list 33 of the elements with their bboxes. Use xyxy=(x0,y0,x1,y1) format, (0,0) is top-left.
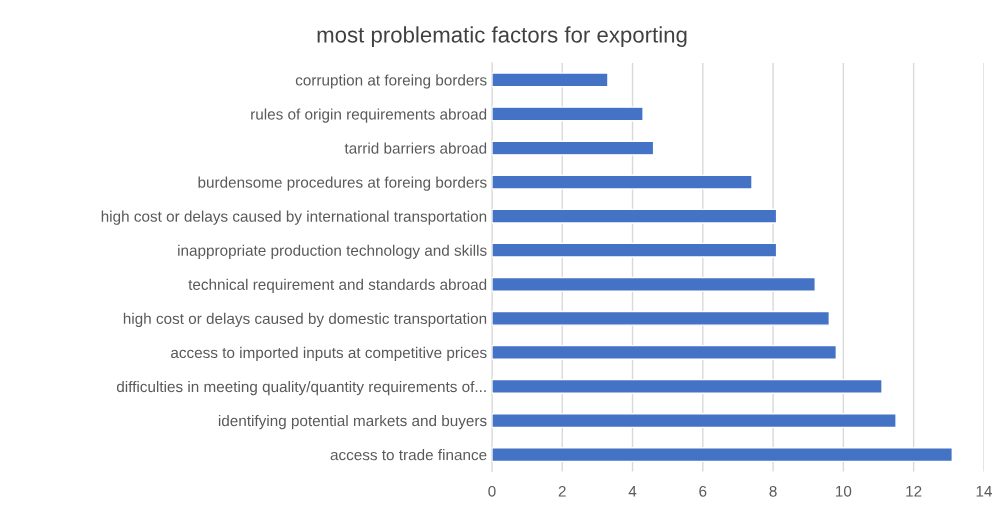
x-tick-label: 12 xyxy=(906,485,922,497)
x-tick-label: 4 xyxy=(628,486,637,497)
bar xyxy=(491,378,883,394)
y-tick-label: tarrid barriers abroad xyxy=(344,142,487,154)
bar xyxy=(491,276,816,292)
y-tick-label: identifying potential markets and buyers xyxy=(218,414,487,430)
y-tick-label: access to imported inputs at competitive prices xyxy=(171,346,487,362)
x-tick-label: 14 xyxy=(976,486,992,497)
x-tick-label: 2 xyxy=(558,485,566,497)
y-tick-label: corruption at foreing borders xyxy=(295,74,487,89)
bar xyxy=(491,447,953,463)
y-tick-label: inappropriate production technology and skills xyxy=(178,244,487,259)
x-tick-label: 8 xyxy=(769,485,777,497)
y-tick-label: rules of origin requirements abroad xyxy=(251,108,487,123)
bar xyxy=(491,106,644,122)
bar xyxy=(491,208,778,224)
bar xyxy=(491,344,838,360)
bar xyxy=(491,72,609,88)
bar xyxy=(491,310,830,326)
bar xyxy=(491,140,655,156)
y-tick-label: technical requirement and standards abroad xyxy=(188,278,487,293)
y-tick-label: difficulties in meeting quality/quantity requirements of... xyxy=(116,380,486,396)
chart-title: most problematic factors for exporting xyxy=(317,26,687,48)
bar xyxy=(491,242,778,258)
y-tick-label: high cost or delays caused by domestic transportation xyxy=(123,312,487,328)
bar xyxy=(491,174,753,190)
y-tick-label: high cost or delays caused by international transportation xyxy=(101,210,487,225)
x-tick-label: 0 xyxy=(488,485,496,497)
x-tick-label: 10 xyxy=(836,485,852,497)
y-tick-label: access to trade finance xyxy=(330,449,487,461)
y-tick-label: burdensome procedures at foreing borders xyxy=(198,176,487,191)
x-tick-label: 6 xyxy=(699,485,707,497)
bar xyxy=(491,413,897,429)
